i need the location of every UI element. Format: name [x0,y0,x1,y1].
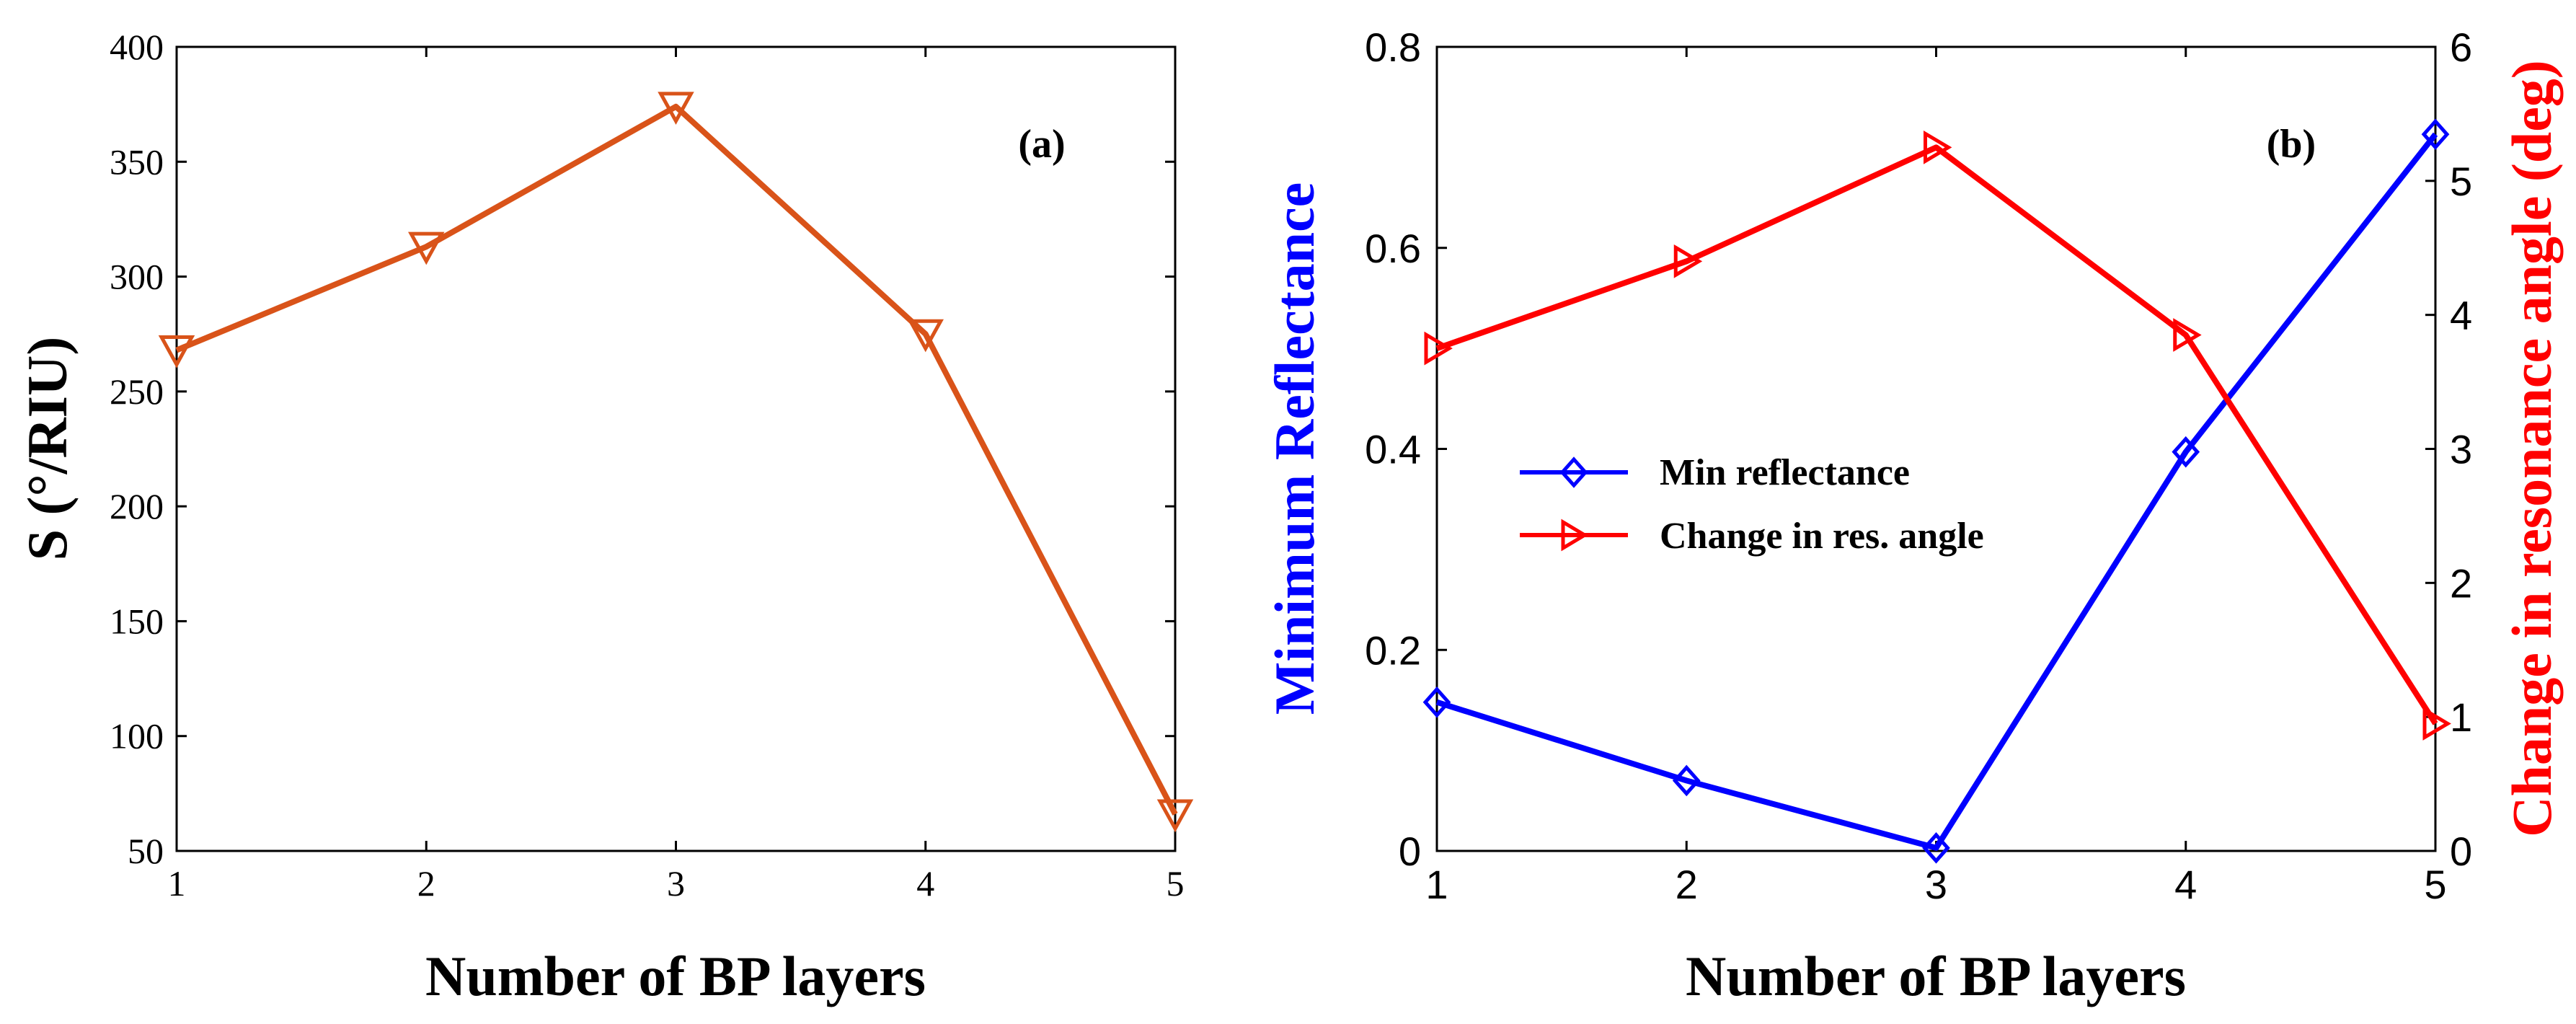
panel-b-right-y-tick-label: 6 [2450,25,2472,70]
panel-a-x-tick-label: 3 [667,863,685,904]
panel-b-right-y-tick-label: 4 [2450,293,2472,338]
panel-b-left-y-tick-label: 0.8 [1365,25,1421,70]
panel-a-y-tick-label: 400 [110,27,164,67]
panel-b-right-y-tick-label: 3 [2450,427,2472,472]
panel-a-y-axis-label: S (°/RIU) [16,337,79,561]
panel-b-left-y-tick-label: 0.4 [1365,427,1421,472]
panel-a-data-point [1156,799,1194,833]
panel-b-data-point [1924,130,1952,164]
panel-b-right-y-tick-label: 5 [2450,159,2472,204]
legend-marker-diamond [1559,456,1588,488]
panel-b-data-point [1422,686,1451,718]
panel-a-y-tick-label: 200 [110,486,164,526]
panel-a-y-ticks: 50 100 150 200 250 300 350 400 [110,27,1175,871]
panel-a-x-tick-label: 2 [417,863,435,904]
legend-item-change-in-res-angle: Change in res. angle [1520,516,1984,557]
panel-b-x-tick-label: 2 [1676,862,1698,907]
panel-b-data-point [2422,707,2451,741]
legend-label-min-reflectance: Min reflectance [1660,452,1910,493]
panel-b-series [1422,118,2451,864]
panel-b-series-line [1435,144,2438,725]
panel-b-right-y-axis-label: Change in resonance angle (deg) [2500,60,2563,837]
legend-label-change-in-res-angle: Change in res. angle [1660,516,1984,557]
panel-a-y-tick-label: 100 [110,716,164,756]
panel-b-data-point [1672,764,1701,797]
panel-b-series-line [1435,132,2438,851]
panel-b-x-tick-label: 5 [2424,862,2446,907]
panel-a-plot-area [175,45,1177,852]
panel-b-data-point [1673,244,1703,278]
panel-a-y-tick-label: 150 [110,601,164,641]
panel-a-y-tick-label: 250 [110,371,164,412]
panel-a-label: (a) [1018,122,1065,167]
panel-b-data-point [2173,318,2202,352]
panel-b-data-point [1922,832,1950,864]
legend: Min reflectance Change in res. angle [1520,452,1984,557]
panel-a-y-tick-label: 300 [110,257,164,297]
panel-b-left-y-tick-label: 0.2 [1365,627,1421,673]
panel-b-left-y-tick-label: 0 [1399,829,1421,874]
panel-a-y-tick-label: 350 [110,141,164,182]
panel-a-series-line [175,103,1178,816]
panel-b-plot-area [1435,45,2437,852]
panel-a-x-tick-label: 5 [1167,863,1185,904]
panel-b-x-tick-label: 1 [1425,862,1448,907]
panel-a: 1 2 3 4 5 50 100 150 200 250 300 350 400 (a) Number… [16,27,1194,1007]
panel-b-label: (b) [2267,122,2316,167]
panel-b-right-y-ticks: 0 1 2 3 4 5 6 [2425,25,2472,874]
panel-b-data-point [1424,331,1453,366]
panel-b-right-y-tick-label: 1 [2450,694,2472,740]
panel-a-x-tick-label: 1 [168,863,186,904]
panel-a-data-point [158,335,195,368]
panel-b-x-tick-label: 3 [1925,862,1947,907]
panel-a-x-axis-label: Number of BP layers [425,945,926,1007]
panel-b-left-y-tick-label: 0.6 [1365,226,1421,271]
legend-marker-triangle-right [1561,518,1588,552]
panel-b-data-point [2172,436,2200,468]
panel-a-x-tick-label: 4 [916,863,934,904]
panel-b-left-y-axis-label: Minimum Reflectance [1263,182,1326,715]
panel-b-x-tick-label: 4 [2174,862,2197,907]
panel-a-data-point [907,319,944,353]
panel-a-y-tick-label: 50 [128,831,164,871]
panel-a-data-point [658,92,694,125]
panel-a-x-ticks: 1 2 3 4 5 [168,47,1185,904]
panel-a-series [158,92,1194,833]
panel-b-right-y-tick-label: 0 [2450,829,2472,874]
legend-item-min-reflectance: Min reflectance [1520,452,1910,493]
panel-a-data-point [408,231,445,265]
panel-b-x-ticks: 1 2 3 4 5 [1425,47,2447,907]
panel-b-right-y-tick-label: 2 [2450,560,2472,606]
panel-b-data-point [2421,118,2450,151]
panel-b-left-y-ticks: 0 0.2 0.4 0.6 0.8 [1365,25,1447,874]
panel-b-x-axis-label: Number of BP layers [1686,945,2186,1007]
